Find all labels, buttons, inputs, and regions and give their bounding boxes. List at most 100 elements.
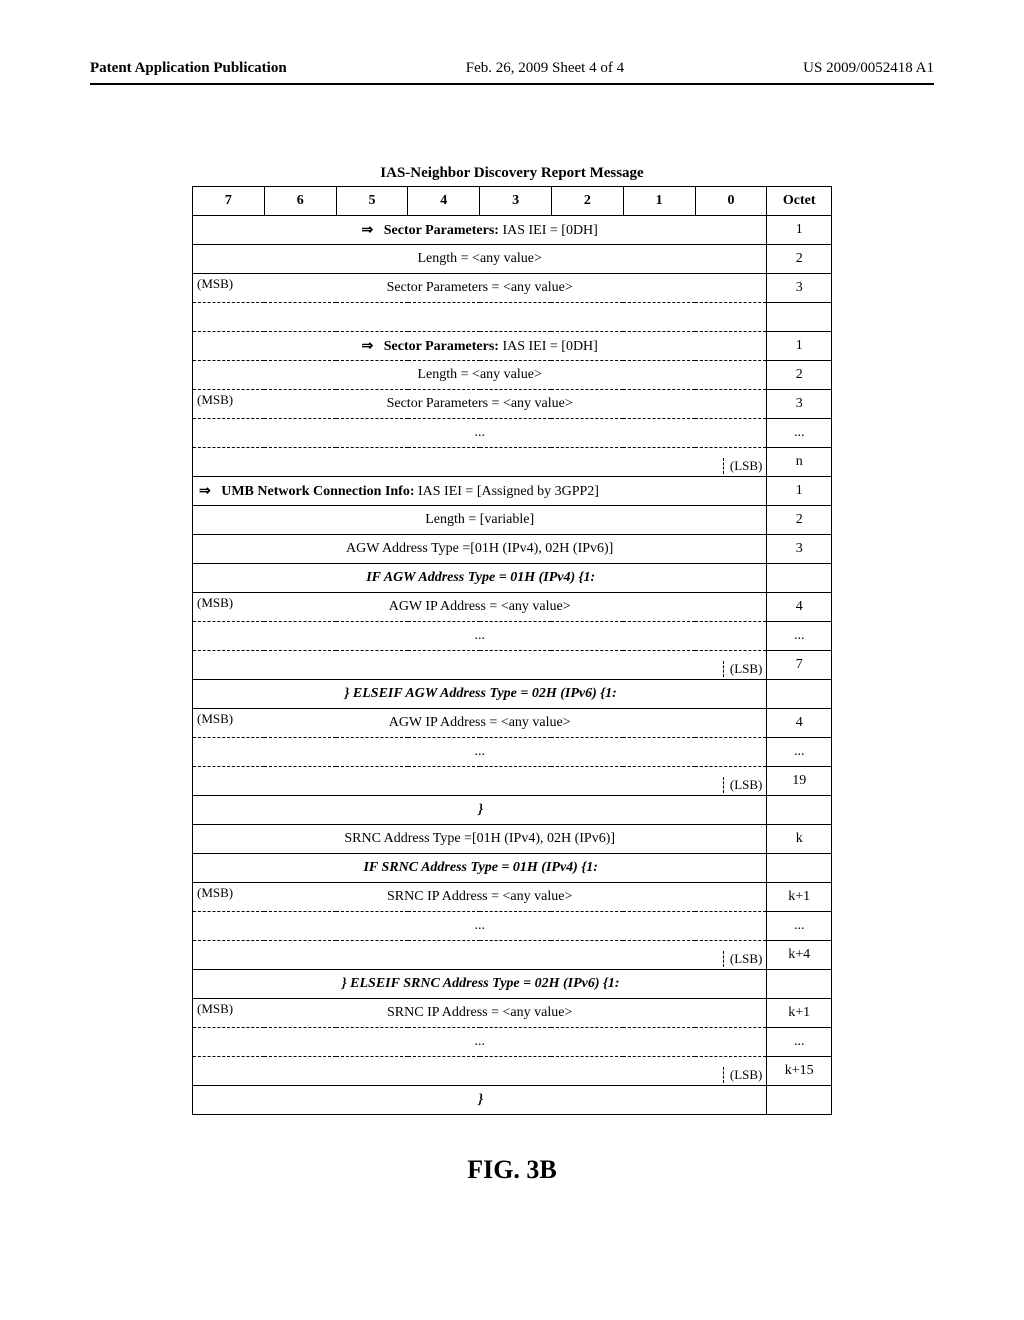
cell-agw-ip-1: (MSB) AGW IP Address = <any value>	[193, 593, 767, 622]
cell-dots-4: ...	[193, 912, 767, 941]
row-dots-2: ... ...	[193, 622, 832, 651]
octet-dots-1: ...	[767, 419, 832, 448]
bit-header-row: 7 6 5 4 3 2 1 0 Octet	[193, 187, 832, 216]
cell-close-brace-1: }	[193, 796, 767, 825]
row-length-2: Length = <any value> 2	[193, 361, 832, 390]
octet-blank-3	[767, 680, 832, 709]
row-dots-4: ... ...	[193, 912, 832, 941]
msb-label: (MSB)	[197, 1001, 233, 1017]
cell-sector-value-2: (MSB) Sector Parameters = <any value>	[193, 390, 767, 419]
lsb-label: (LSB)	[723, 1067, 763, 1083]
row-elseif-agw-ipv6: } ELSEIF AGW Address Type = 02H (IPv6) {…	[193, 680, 832, 709]
text-umb: IAS IEI = [Assigned by 3GPP2]	[415, 484, 599, 499]
label-sector-params-2: Sector Parameters:	[384, 339, 499, 354]
octet-7: 7	[767, 651, 832, 680]
octet-k1b: k+1	[767, 999, 832, 1028]
bit-col-7: 7	[193, 187, 265, 216]
row-sector-value-1: (MSB) Sector Parameters = <any value> 3	[193, 274, 832, 303]
row-agw-type: AGW Address Type =[01H (IPv4), 02H (IPv6…	[193, 535, 832, 564]
cell-sector-value-1: (MSB) Sector Parameters = <any value>	[193, 274, 767, 303]
octet-3c: 3	[767, 535, 832, 564]
text-sector-value-2: Sector Parameters = <any value>	[387, 396, 573, 411]
row-srnc-ip-2: (MSB) SRNC IP Address = <any value> k+1	[193, 999, 832, 1028]
text-sector-params-2: IAS IEI = [0DH]	[499, 339, 598, 354]
header-center: Feb. 26, 2009 Sheet 4 of 4	[466, 60, 624, 77]
octet-1c: 1	[767, 477, 832, 506]
table-title: IAS-Neighbor Discovery Report Message	[192, 165, 832, 182]
cell-dots-1: ...	[193, 419, 767, 448]
cell-dots-3: ...	[193, 738, 767, 767]
page-header: Patent Application Publication Feb. 26, …	[90, 60, 934, 85]
cell-sector-params-2: ⇒ Sector Parameters: IAS IEI = [0DH]	[193, 332, 767, 361]
figure-caption: FIG. 3B	[90, 1155, 934, 1185]
row-close-brace-1: }	[193, 796, 832, 825]
octet-dots-5: ...	[767, 1028, 832, 1057]
octet-19: 19	[767, 767, 832, 796]
row-srnc-ip-1: (MSB) SRNC IP Address = <any value> k+1	[193, 883, 832, 912]
text-srnc-ip-1: SRNC IP Address = <any value>	[387, 889, 572, 904]
row-agw-ip-2: (MSB) AGW IP Address = <any value> 4	[193, 709, 832, 738]
bit-col-3: 3	[480, 187, 552, 216]
msb-label: (MSB)	[197, 885, 233, 901]
octet-2: 2	[767, 245, 832, 274]
cell-length-var: Length = [variable]	[193, 506, 767, 535]
octet-dots-4: ...	[767, 912, 832, 941]
row-umb-info: ⇒ UMB Network Connection Info: IAS IEI =…	[193, 477, 832, 506]
message-table-wrap: IAS-Neighbor Discovery Report Message 7 …	[192, 165, 832, 1115]
text-agw-ip-2: AGW IP Address = <any value>	[389, 715, 571, 730]
row-dots-1: ... ...	[193, 419, 832, 448]
row-sector-params-2: ⇒ Sector Parameters: IAS IEI = [0DH] 1	[193, 332, 832, 361]
bit-col-2: 2	[551, 187, 623, 216]
octet-1: 1	[767, 216, 832, 245]
row-lsb-2: (LSB) 7	[193, 651, 832, 680]
cell-srnc-ip-1: (MSB) SRNC IP Address = <any value>	[193, 883, 767, 912]
label-umb: UMB Network Connection Info:	[221, 484, 414, 499]
cell-lsb-1: (LSB)	[193, 448, 767, 477]
octet-n: n	[767, 448, 832, 477]
row-elseif-srnc-ipv6: } ELSEIF SRNC Address Type = 02H (IPv6) …	[193, 970, 832, 999]
msb-label: (MSB)	[197, 595, 233, 611]
octet-2b: 2	[767, 361, 832, 390]
row-if-srnc-ipv4: IF SRNC Address Type = 01H (IPv4) {1:	[193, 854, 832, 883]
cell-sector-params-1: ⇒ Sector Parameters: IAS IEI = [0DH]	[193, 216, 767, 245]
message-table: 7 6 5 4 3 2 1 0 Octet ⇒ Sector Parameter…	[192, 186, 832, 1115]
cell-agw-type: AGW Address Type =[01H (IPv4), 02H (IPv6…	[193, 535, 767, 564]
row-length-1: Length = <any value> 2	[193, 245, 832, 274]
octet-3b: 3	[767, 390, 832, 419]
cell-lsb-5: (LSB)	[193, 1057, 767, 1086]
patent-page: Patent Application Publication Feb. 26, …	[0, 0, 1024, 1225]
row-dots-5: ... ...	[193, 1028, 832, 1057]
octet-k15: k+15	[767, 1057, 832, 1086]
row-srnc-type: SRNC Address Type =[01H (IPv4), 02H (IPv…	[193, 825, 832, 854]
cell-elseif-agw-ipv6: } ELSEIF AGW Address Type = 02H (IPv6) {…	[193, 680, 767, 709]
row-lsb-3: (LSB) 19	[193, 767, 832, 796]
bit-col-1: 1	[623, 187, 695, 216]
octet-2c: 2	[767, 506, 832, 535]
cell-umb-info: ⇒ UMB Network Connection Info: IAS IEI =…	[193, 477, 767, 506]
text-sector-params-1: IAS IEI = [0DH]	[499, 223, 598, 238]
cell-lsb-3: (LSB)	[193, 767, 767, 796]
cell-dots-2: ...	[193, 622, 767, 651]
row-if-agw-ipv4: IF AGW Address Type = 01H (IPv4) {1:	[193, 564, 832, 593]
octet-1b: 1	[767, 332, 832, 361]
octet-blank-5	[767, 854, 832, 883]
octet-4b: 4	[767, 709, 832, 738]
octet-dots-2: ...	[767, 622, 832, 651]
arrow-icon: ⇒	[199, 482, 211, 498]
row-dots-3: ... ...	[193, 738, 832, 767]
cell-lsb-4: (LSB)	[193, 941, 767, 970]
text-srnc-ip-2: SRNC IP Address = <any value>	[387, 1005, 572, 1020]
octet-blank-4	[767, 796, 832, 825]
octet-k4: k+4	[767, 941, 832, 970]
text-agw-ip-1: AGW IP Address = <any value>	[389, 599, 571, 614]
lsb-label: (LSB)	[723, 458, 763, 474]
octet-3: 3	[767, 274, 832, 303]
cell-blank-1	[193, 303, 767, 332]
cell-elseif-srnc-ipv6: } ELSEIF SRNC Address Type = 02H (IPv6) …	[193, 970, 767, 999]
row-lsb-5: (LSB) k+15	[193, 1057, 832, 1086]
octet-header: Octet	[767, 187, 832, 216]
row-lsb-4: (LSB) k+4	[193, 941, 832, 970]
cell-if-srnc-ipv4: IF SRNC Address Type = 01H (IPv4) {1:	[193, 854, 767, 883]
octet-dots-3: ...	[767, 738, 832, 767]
octet-k1: k+1	[767, 883, 832, 912]
